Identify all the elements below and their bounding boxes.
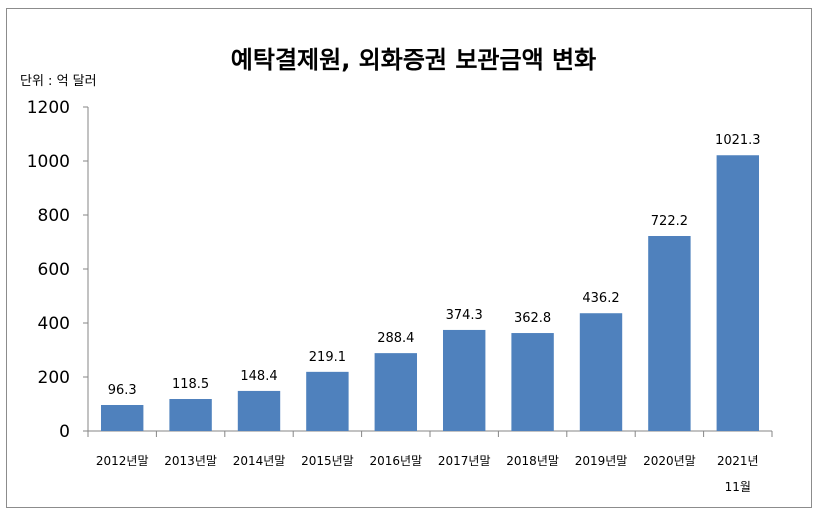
x-tick-label: 2013년말 [164, 454, 217, 468]
x-tick-label: 2016년말 [369, 454, 422, 468]
bar [169, 399, 212, 431]
y-tick-label: 0 [59, 422, 70, 442]
data-label: 362.8 [514, 311, 551, 326]
data-label: 96.3 [108, 383, 137, 398]
x-tick-label: 2021년 [717, 454, 759, 468]
y-tick-label: 600 [38, 260, 70, 280]
unit-label: 단위 : 억 달러 [20, 74, 97, 89]
chart-title: 예탁결제원, 외화증권 보관금액 변화 [230, 46, 597, 74]
bar [648, 236, 691, 431]
bar [716, 155, 760, 431]
x-tick-label: 2020년말 [643, 454, 696, 468]
bar [100, 404, 144, 431]
bar [511, 333, 554, 431]
bar [237, 390, 281, 431]
data-label: 288.4 [377, 331, 414, 346]
data-label: 1021.3 [715, 133, 761, 148]
data-label: 722.2 [651, 214, 688, 229]
x-tick-label: 2015년말 [301, 454, 354, 468]
data-label: 219.1 [309, 350, 346, 365]
bar [374, 353, 418, 431]
y-tick-label: 1000 [27, 152, 70, 172]
bar [306, 371, 349, 431]
data-label: 148.4 [240, 369, 277, 384]
data-label: 374.3 [446, 308, 483, 323]
x-tick-label: 2019년말 [575, 454, 628, 468]
x-tick-label: 2014년말 [233, 454, 286, 468]
y-tick-label: 400 [38, 314, 70, 334]
x-tick-label: 11월 [725, 480, 751, 494]
data-label: 436.2 [582, 291, 619, 306]
y-tick-label: 800 [38, 206, 70, 226]
x-tick-label: 2018년말 [506, 454, 559, 468]
bar [579, 313, 623, 431]
x-tick-label: 2017년말 [438, 454, 491, 468]
y-tick-label: 200 [38, 368, 70, 388]
bar [442, 329, 486, 431]
y-tick-label: 1200 [27, 98, 70, 118]
x-tick-label: 2012년말 [96, 454, 149, 468]
data-label: 118.5 [172, 377, 209, 392]
